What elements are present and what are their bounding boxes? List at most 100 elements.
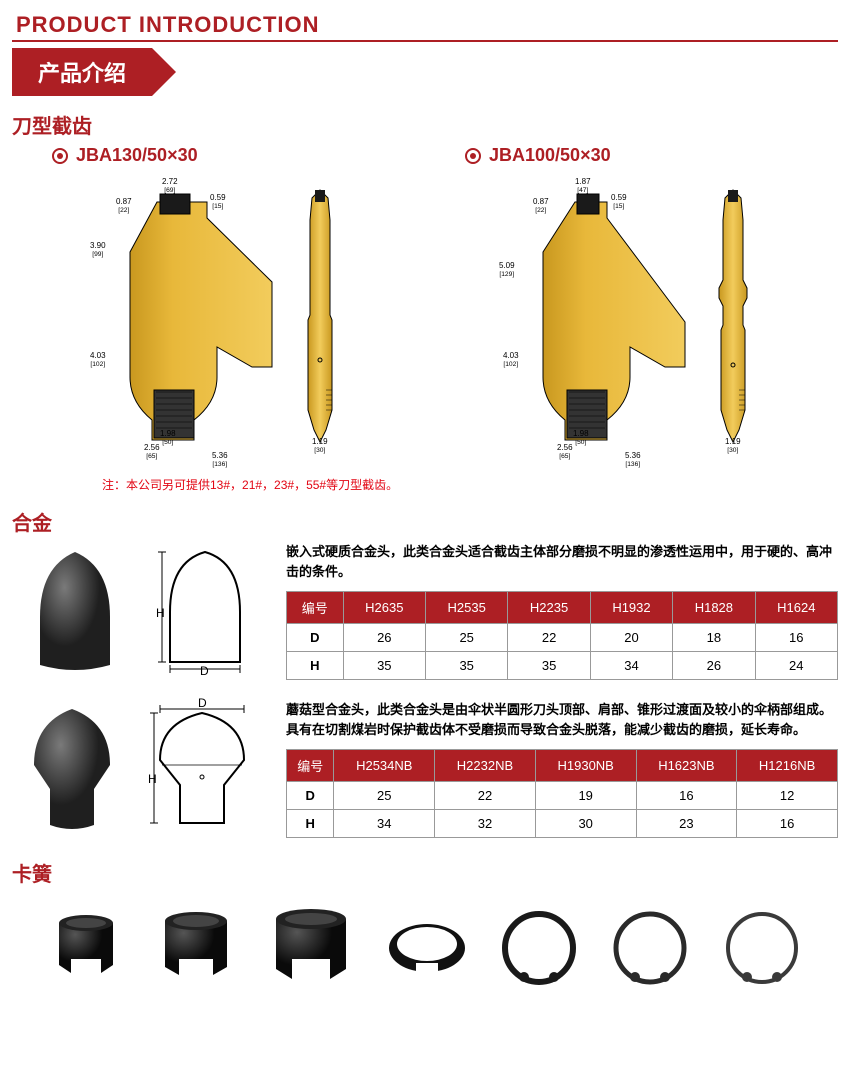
table-cell: 26 [343,624,425,652]
product-b-label: JBA100/50×30 [489,145,611,166]
table-row: H3432302316 [287,810,838,838]
alloy2-row: H D 蘑菇型合金头，此类合金头是由伞状半圆形刀头顶部、肩部、锥形过渡面及较小的… [12,700,838,840]
table-cell: 22 [435,782,536,810]
dim: 5.36[136] [212,452,228,468]
table-header: H1932 [590,592,672,624]
table-header: H2635 [343,592,425,624]
product-a-label: JBA130/50×30 [76,145,198,166]
clip-snap-2 [609,907,691,989]
dim: 4.03[102] [90,352,106,368]
alloy1-images: H D [12,542,272,682]
svg-text:D: D [200,664,209,678]
clip-sleeve-2 [155,907,237,989]
clip-snap-1 [498,907,580,989]
table-cell: 25 [334,782,435,810]
table-cell: 35 [508,652,590,680]
clip-sleeve-1 [47,909,125,987]
dim: 2.72[69] [162,178,178,194]
product-b-body-drawing [525,192,685,452]
clip-sleeve-3 [266,903,356,993]
alloy2-diagram: H D [142,705,262,835]
table-cell: 30 [535,810,636,838]
table-cell: 16 [636,782,737,810]
table-cell: 22 [508,624,590,652]
alloy1-photo [25,547,125,677]
header-en: PRODUCT INTRODUCTION [16,12,838,38]
product-a-title: JBA130/50×30 [52,145,198,166]
section-clip: 卡簧 [12,858,838,887]
table-header: H2535 [426,592,508,624]
table-cell: H [287,652,344,680]
table-cell: 34 [334,810,435,838]
alloy2-images: H D [12,700,272,840]
table-cell: 18 [673,624,755,652]
table-header: H1828 [673,592,755,624]
dim: 1.19[30] [312,438,328,454]
product-b: JBA100/50×30 1.87[47] 0.59[15 [425,145,838,472]
dim: 2.56[65] [144,444,160,460]
dim: 1.19[30] [725,438,741,454]
table-cell: 12 [737,782,838,810]
table-cell: 32 [435,810,536,838]
dim: 3.90[99] [90,242,106,258]
dim: 4.03[102] [503,352,519,368]
table-cell: 16 [737,810,838,838]
header-cn: 产品介绍 [12,48,152,96]
clips-row [12,903,838,993]
table-row: D262522201816 [287,624,838,652]
svg-text:D: D [198,696,207,710]
dim: 5.09[129] [499,262,515,278]
dim: 2.56[65] [557,444,573,460]
table-cell: 19 [535,782,636,810]
alloy1-desc: 嵌入式硬质合金头，此类合金头适合截齿主体部分磨损不明显的渗透性运用中，用于硬的、… [286,542,838,581]
table-header: H1930NB [535,750,636,782]
table-header: H1624 [755,592,837,624]
table-cell: H [287,810,334,838]
dim: 5.36[136] [625,452,641,468]
dim: 1.87[47] [575,178,591,194]
svg-text:H: H [148,772,157,786]
svg-text:H: H [156,606,165,620]
table-header: H1216NB [737,750,838,782]
table-header: H2232NB [435,750,536,782]
product-a-body-drawing [112,192,272,452]
alloy2-photo [22,705,122,835]
product-a-shank-drawing [302,190,338,450]
table-cell: 20 [590,624,672,652]
table-cell: 35 [343,652,425,680]
product-b-title: JBA100/50×30 [465,145,611,166]
bullet-icon [465,148,481,164]
dim: 0.87[22] [116,198,132,214]
table-header: 编号 [287,750,334,782]
alloy1-table: 编号H2635H2535H2235H1932H1828H1624D2625222… [286,591,838,680]
alloy1-row: H D 嵌入式硬质合金头，此类合金头适合截齿主体部分磨损不明显的渗透性运用中，用… [12,542,838,682]
bullet-icon [52,148,68,164]
table-header: H2534NB [334,750,435,782]
clip-snap-3 [721,907,803,989]
table-row: H353535342624 [287,652,838,680]
table-cell: 25 [426,624,508,652]
dim: 0.59[15] [210,194,226,210]
product-a: JBA130/50×30 2. [12,145,425,472]
section-cutter: 刀型截齿 [12,110,838,139]
table-cell: D [287,782,334,810]
section-alloy: 合金 [12,507,838,536]
dim: 0.59[15] [611,194,627,210]
alloy2-desc: 蘑菇型合金头，此类合金头是由伞状半圆形刀头顶部、肩部、锥形过渡面及较小的伞柄部组… [286,700,838,739]
table-row: D2522191612 [287,782,838,810]
table-cell: 16 [755,624,837,652]
products-note: 注：本公司另可提供13#，21#，23#，55#等刀型截齿。 [102,476,838,493]
table-header: H2235 [508,592,590,624]
product-b-shank-drawing [715,190,751,450]
alloy1-diagram: H D [150,547,260,677]
table-cell: D [287,624,344,652]
table-cell: 24 [755,652,837,680]
table-cell: 34 [590,652,672,680]
table-cell: 26 [673,652,755,680]
dim: 1.98[50] [160,430,176,446]
table-header: 编号 [287,592,344,624]
table-cell: 35 [426,652,508,680]
header-rule [12,40,838,42]
dim: 1.98[50] [573,430,589,446]
alloy2-table: 编号H2534NBH2232NBH1930NBH1623NBH1216NBD25… [286,749,838,838]
